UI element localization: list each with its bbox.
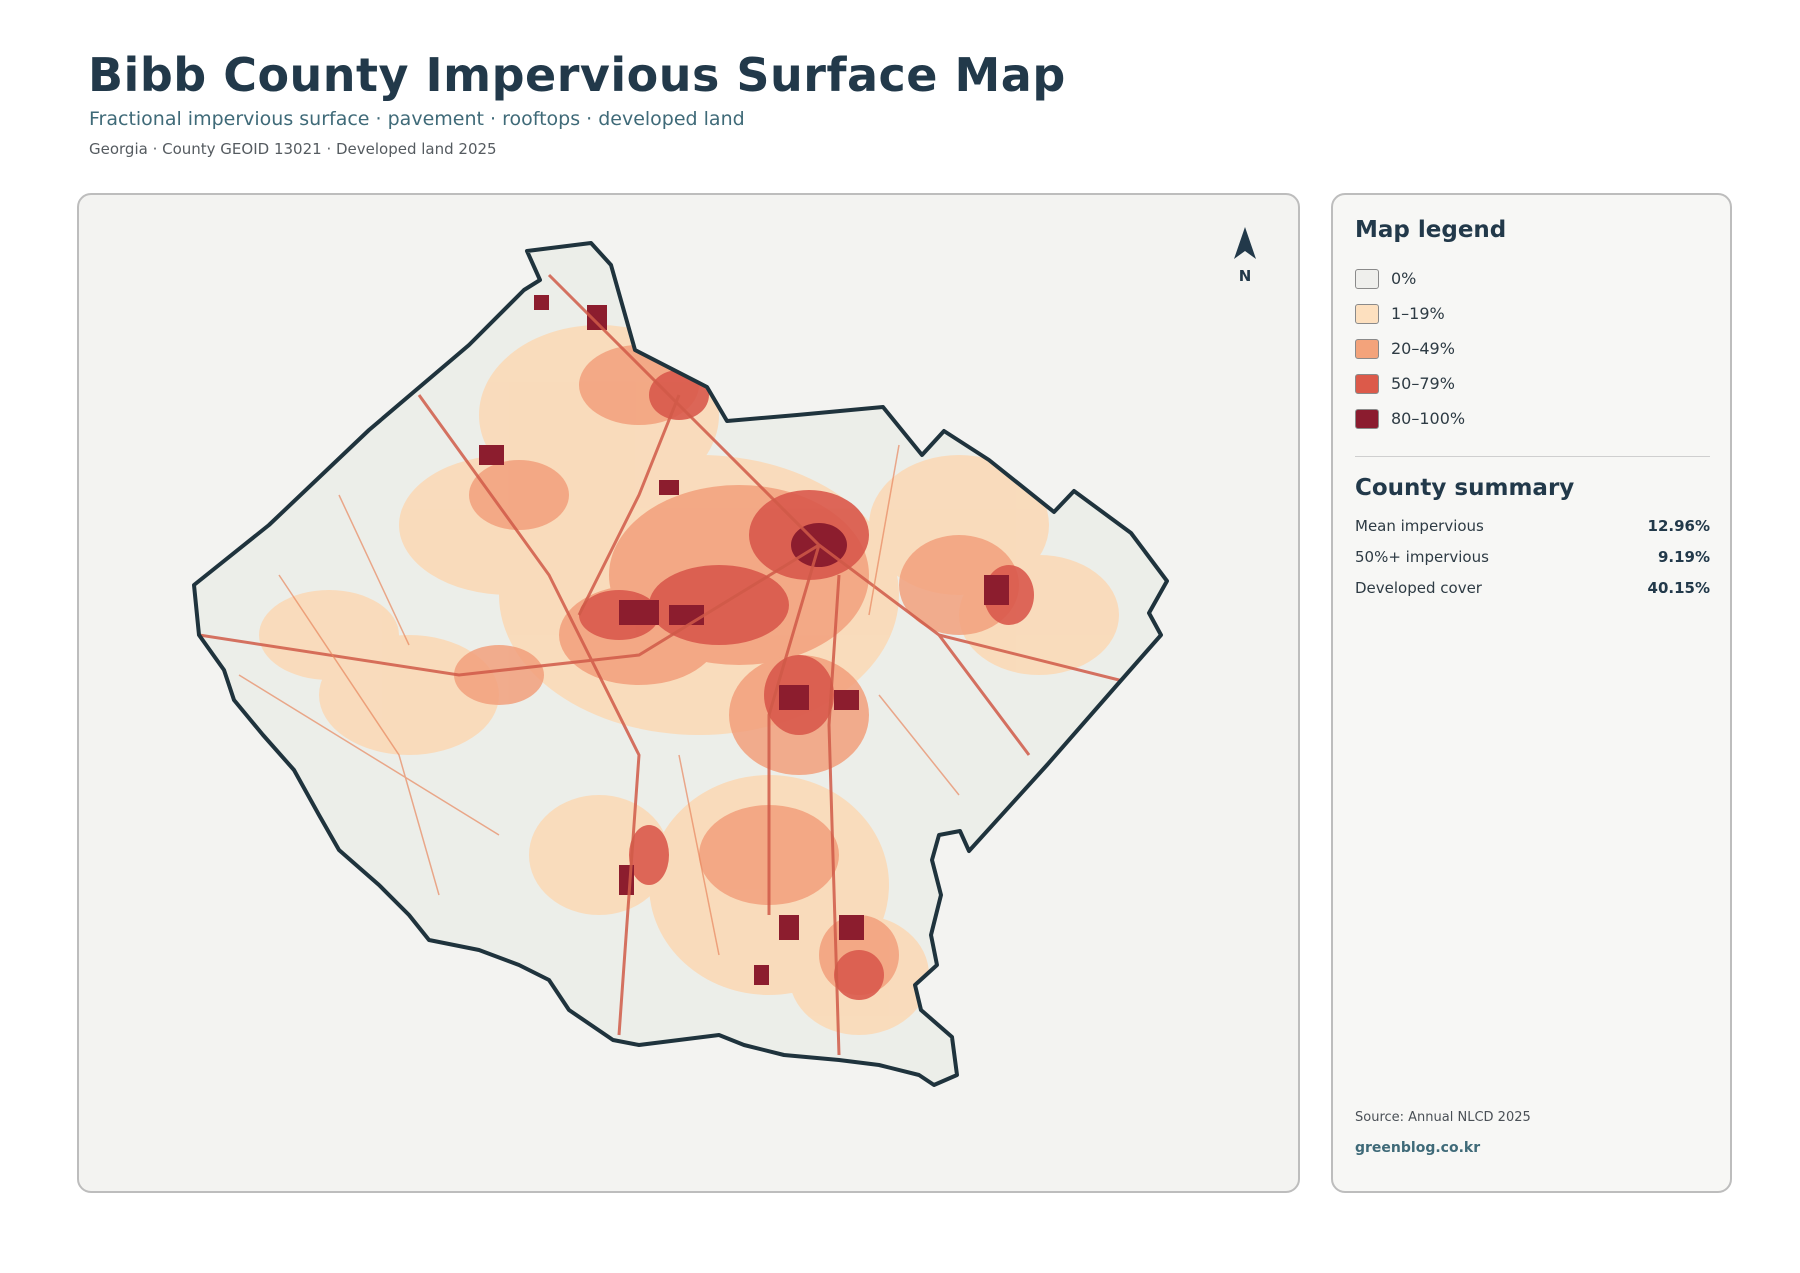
legend-label: 1–19% [1391, 304, 1445, 323]
legend-item: 80–100% [1355, 401, 1710, 436]
legend-swatch [1355, 408, 1379, 429]
side-panel: Map legend 0% 1–19% 20–49% 50–79% 80–100… [1331, 193, 1732, 1193]
source-note: Source: Annual NLCD 2025 [1355, 1110, 1531, 1125]
summary-value: 12.96% [1647, 517, 1710, 535]
summary-row-50plus: 50%+ impervious 9.19% [1355, 548, 1710, 579]
legend-swatch [1355, 268, 1379, 289]
map-panel[interactable] [77, 193, 1300, 1193]
county-boundary [192, 241, 1169, 1087]
summary-label: Developed cover [1355, 579, 1482, 597]
brand-link[interactable]: greenblog.co.kr [1355, 1140, 1481, 1156]
legend-item: 50–79% [1355, 366, 1710, 401]
page-subtitle: Fractional impervious surface · pavement… [89, 108, 745, 130]
divider [1355, 456, 1710, 457]
summary-row-developed: Developed cover 40.15% [1355, 579, 1710, 610]
legend-title: Map legend [1355, 217, 1507, 243]
legend-item: 1–19% [1355, 296, 1710, 331]
legend-label: 50–79% [1391, 374, 1455, 393]
page-meta: Georgia · County GEOID 13021 · Developed… [89, 140, 497, 158]
north-arrow-icon [1234, 227, 1256, 259]
summary-label: Mean impervious [1355, 517, 1484, 535]
legend-swatch [1355, 303, 1379, 324]
summary-title: County summary [1355, 475, 1575, 501]
page-title: Bibb County Impervious Surface Map [88, 48, 1066, 102]
north-label: N [1238, 267, 1252, 285]
county-map[interactable] [79, 195, 1300, 1193]
legend-label: 0% [1391, 269, 1417, 288]
summary-row-mean: Mean impervious 12.96% [1355, 517, 1710, 548]
legend-swatch [1355, 373, 1379, 394]
summary-label: 50%+ impervious [1355, 548, 1489, 566]
impervious-surface-layer [198, 273, 1140, 1056]
summary-value: 40.15% [1647, 579, 1710, 597]
legend-swatch [1355, 338, 1379, 359]
legend-label: 80–100% [1391, 409, 1466, 428]
legend-label: 20–49% [1391, 339, 1455, 358]
north-arrow: N [1220, 225, 1270, 285]
summary-value: 9.19% [1657, 548, 1710, 566]
summary-list: Mean impervious 12.96% 50%+ impervious 9… [1355, 517, 1710, 610]
legend-item: 20–49% [1355, 331, 1710, 366]
legend-list: 0% 1–19% 20–49% 50–79% 80–100% [1355, 261, 1710, 436]
legend-item: 0% [1355, 261, 1710, 296]
